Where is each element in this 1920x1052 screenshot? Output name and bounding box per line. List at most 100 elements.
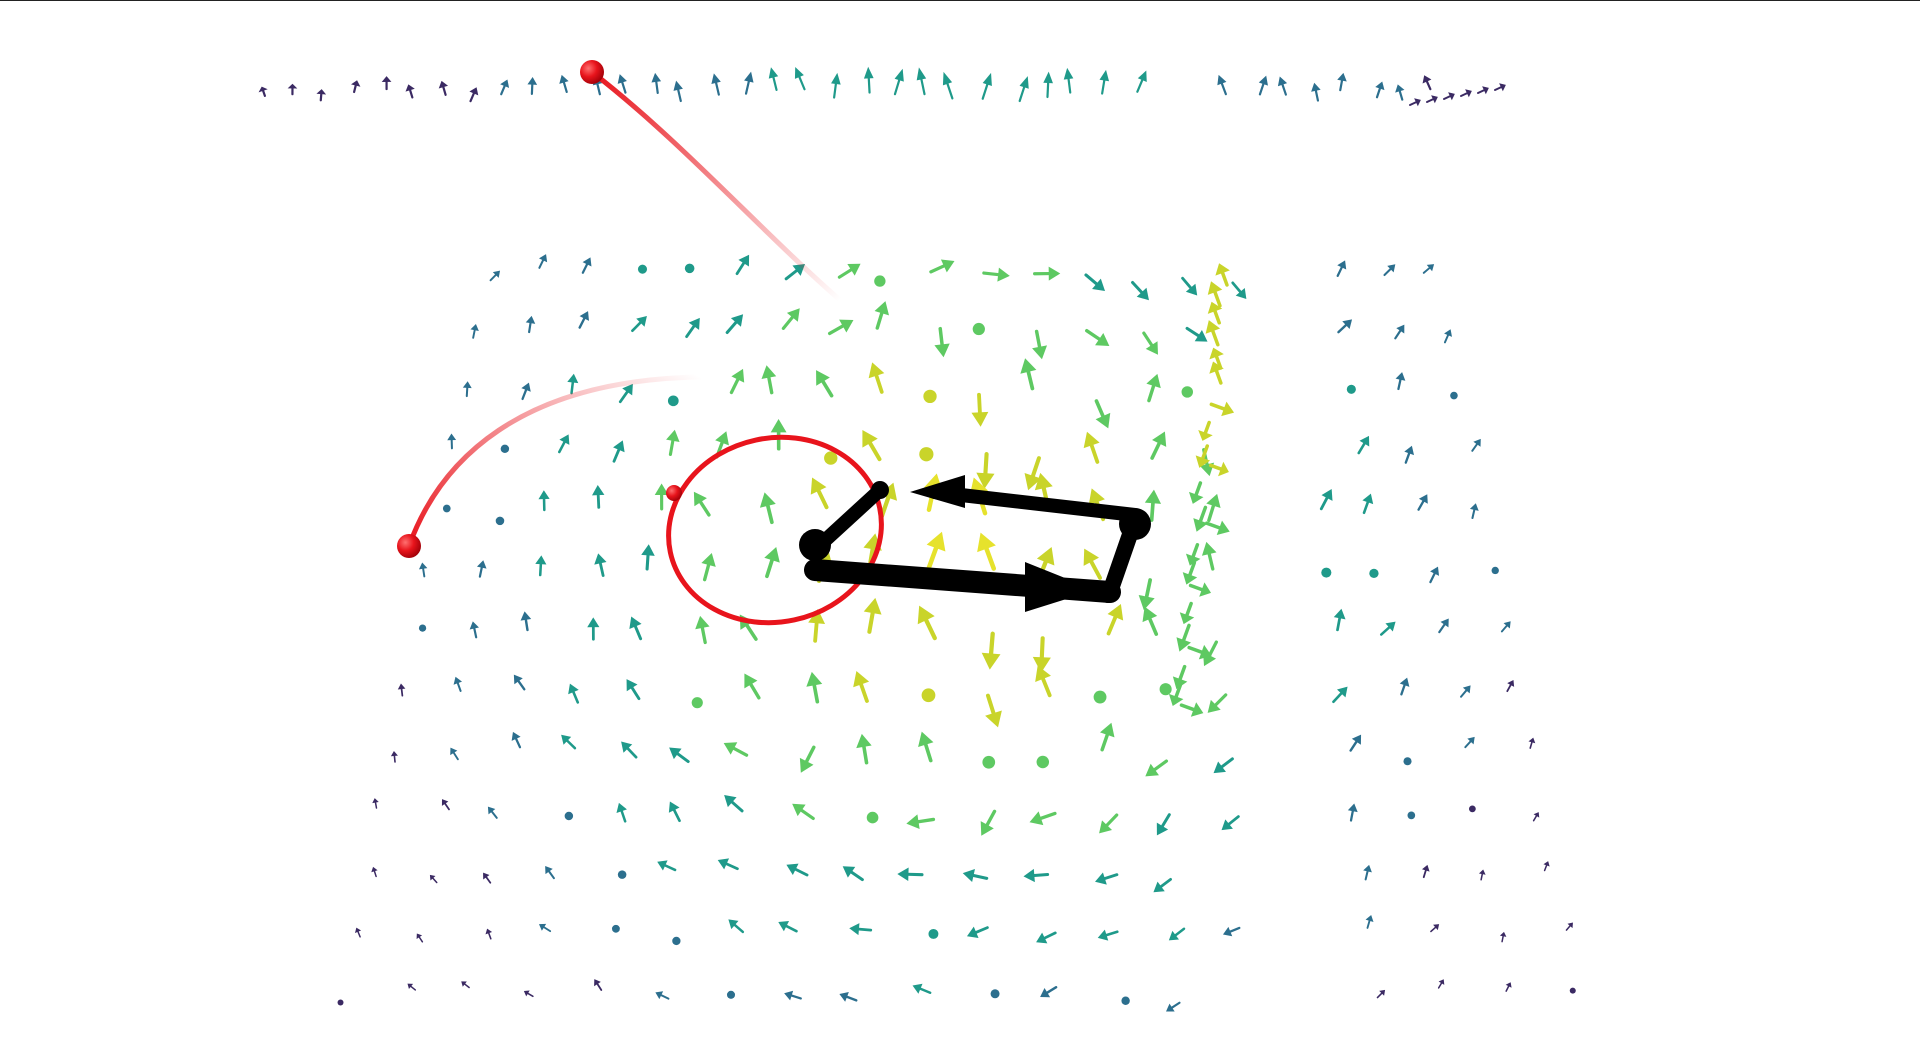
field-arrow: [695, 615, 710, 645]
field-arrow: [429, 874, 438, 884]
field-arrow-endon: [982, 755, 996, 769]
field-arrow: [1394, 324, 1405, 340]
field-arrow: [981, 72, 992, 100]
field-arrow: [616, 802, 627, 823]
field-arrow: [1099, 813, 1119, 834]
field-arrow: [816, 370, 834, 398]
field-arrow: [739, 614, 758, 641]
field-arrow: [668, 801, 681, 823]
field-arrow: [1430, 924, 1440, 933]
field-arrow: [469, 621, 479, 639]
field-arrow: [1438, 618, 1449, 634]
red-sphere-left[interactable]: [397, 534, 421, 558]
field-arrow: [1029, 811, 1057, 826]
field-arrow: [1426, 95, 1438, 104]
field-arrow: [839, 991, 858, 1002]
field-arrow: [390, 751, 398, 763]
field-arrow: [485, 928, 493, 940]
field-arrow: [626, 679, 641, 701]
field-arrow: [759, 492, 776, 525]
field-arrow: [863, 66, 874, 94]
field-arrow: [1532, 812, 1540, 822]
field-arrow: [863, 597, 882, 634]
field-arrow: [1185, 543, 1201, 566]
field-arrow: [831, 72, 841, 99]
field-arrow: [1222, 926, 1241, 937]
field-arrow: [521, 382, 531, 401]
field-arrow: [1365, 915, 1374, 929]
field-arrow: [685, 317, 700, 339]
field-arrow: [1499, 931, 1507, 943]
field-arrow: [1138, 578, 1155, 611]
field-arrow-endon: [1569, 987, 1576, 994]
field-arrow: [558, 434, 570, 454]
field-arrow: [1188, 481, 1204, 504]
field-arrow: [1085, 329, 1110, 346]
field-arrow: [1207, 281, 1223, 308]
field-arrow: [405, 84, 415, 99]
field-arrow-endon: [1159, 683, 1172, 696]
field-arrow: [1395, 372, 1406, 391]
red-sphere-top[interactable]: [580, 60, 604, 84]
field-arrow: [351, 80, 361, 94]
field-arrow: [764, 547, 780, 579]
field-arrow: [654, 483, 669, 511]
field-arrow: [1040, 986, 1058, 998]
field-arrow: [487, 806, 498, 819]
field-arrow: [1179, 601, 1195, 625]
field-arrow: [723, 742, 749, 757]
field-arrow: [744, 71, 754, 95]
field-arrow: [1150, 431, 1167, 460]
field-arrow: [438, 80, 449, 96]
field-arrow: [728, 919, 745, 934]
field-arrow: [725, 314, 744, 335]
field-arrow: [617, 74, 627, 94]
field-arrow: [513, 674, 526, 691]
field-arrow-endon: [500, 444, 510, 454]
field-arrow: [461, 981, 470, 989]
field-arrow: [971, 392, 989, 427]
field-arrow: [1383, 264, 1396, 277]
red-circle-loop: [666, 434, 884, 626]
field-arrow: [567, 373, 579, 395]
field-arrow: [669, 747, 690, 764]
field-arrow: [1311, 82, 1321, 102]
red-circle-marker[interactable]: [666, 485, 682, 501]
field-arrow: [1221, 815, 1240, 831]
field-arrow: [1036, 931, 1057, 944]
field-arrow: [701, 552, 716, 582]
field-arrow: [381, 76, 392, 91]
field-arrow: [1084, 273, 1106, 292]
field-arrow: [629, 616, 643, 641]
field-arrow: [942, 71, 954, 100]
field-arrow-endon: [1468, 805, 1476, 813]
field-arrow: [1083, 431, 1100, 464]
field-arrow: [768, 67, 779, 92]
field-arrow: [538, 254, 548, 269]
field-arrow: [1437, 979, 1445, 989]
field-arrow: [287, 83, 298, 96]
field-arrow: [827, 319, 854, 336]
black-rectangular-loop: [799, 475, 1151, 612]
field-arrow-endon: [866, 811, 879, 824]
field-arrow: [657, 860, 677, 872]
field-arrow: [982, 267, 1010, 282]
field-arrow: [470, 323, 479, 339]
field-arrow: [594, 553, 607, 577]
field-arrow: [1146, 373, 1161, 403]
field-arrow: [1543, 861, 1550, 872]
field-arrow: [1136, 70, 1147, 93]
field-arrow: [1208, 461, 1229, 477]
field-arrow: [527, 77, 538, 95]
field-arrow: [525, 315, 536, 334]
field-arrow: [535, 555, 547, 577]
field-arrow-endon: [923, 389, 937, 404]
field-arrow: [853, 670, 870, 703]
field-arrow: [981, 631, 1001, 670]
field-arrow: [1231, 281, 1247, 300]
field-arrow: [1188, 582, 1212, 597]
field-arrow: [729, 368, 745, 395]
field-arrow: [462, 381, 472, 398]
field-arrow-endon: [1121, 996, 1130, 1005]
